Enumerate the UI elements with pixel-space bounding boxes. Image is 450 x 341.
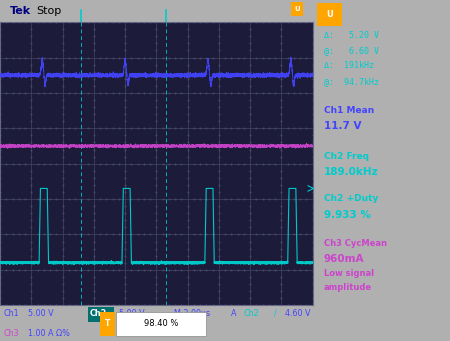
Text: Ch2 +Duty: Ch2 +Duty	[324, 194, 378, 203]
Text: Δ:   5.20 V: Δ: 5.20 V	[324, 31, 379, 40]
Text: @:   6.60 V: @: 6.60 V	[324, 46, 379, 55]
Text: U: U	[326, 10, 333, 19]
Text: 1.00 A Ω%: 1.00 A Ω%	[28, 329, 70, 338]
Text: Ch2: Ch2	[89, 309, 106, 317]
Text: @:  94.7kHz: @: 94.7kHz	[324, 77, 379, 86]
Text: 189.0kHz: 189.0kHz	[324, 167, 378, 177]
Text: Ch3: Ch3	[3, 329, 19, 338]
Text: 98.40 %: 98.40 %	[144, 319, 179, 328]
Text: Ch2 Freq: Ch2 Freq	[324, 152, 369, 161]
Text: 5.00 V: 5.00 V	[119, 309, 144, 317]
Text: Low signal: Low signal	[324, 269, 374, 278]
Text: Stop: Stop	[36, 6, 61, 16]
Text: /: /	[274, 309, 276, 317]
Text: 9.933 %: 9.933 %	[324, 210, 371, 220]
Text: 960mA: 960mA	[324, 254, 364, 264]
Text: amplitude: amplitude	[324, 283, 372, 292]
Text: 5.00 V: 5.00 V	[28, 309, 54, 317]
Text: 4.60 V: 4.60 V	[284, 309, 310, 317]
Text: Tek: Tek	[9, 6, 31, 16]
Text: Ch1: Ch1	[3, 309, 19, 317]
Bar	[317, 3, 342, 26]
Text: T: T	[105, 319, 110, 328]
Text: Ch1 Mean: Ch1 Mean	[324, 106, 374, 115]
Bar	[117, 312, 207, 336]
Text: A: A	[231, 309, 237, 317]
Text: U: U	[294, 6, 300, 12]
Text: Ch2: Ch2	[244, 309, 260, 317]
Bar	[291, 2, 303, 15]
Text: Δ:  191kHz: Δ: 191kHz	[324, 61, 374, 70]
Bar	[100, 312, 115, 336]
Text: 11.7 V: 11.7 V	[324, 121, 361, 131]
Text: Ch3 CycMean: Ch3 CycMean	[324, 239, 387, 248]
Bar	[88, 307, 114, 322]
Text: M 2.00μs: M 2.00μs	[174, 309, 210, 317]
